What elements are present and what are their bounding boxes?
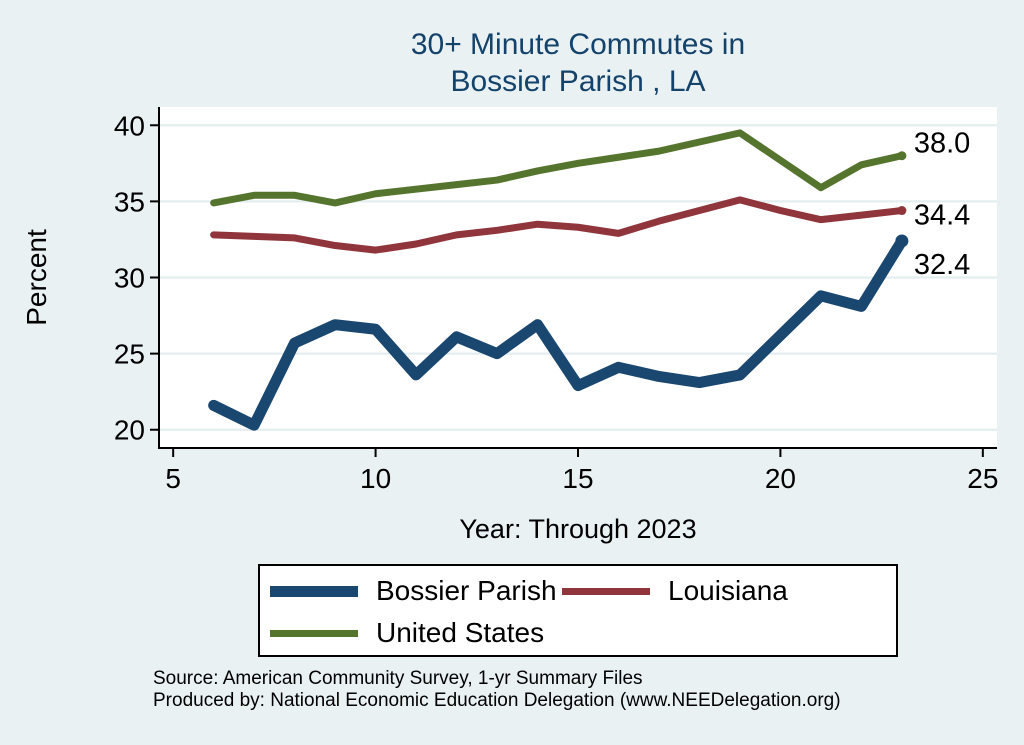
legend-swatch-louisiana: [562, 587, 650, 595]
y-tick-label: 20: [114, 415, 145, 446]
series-end-label-bossier-parish: 32.4: [914, 249, 970, 281]
series-end-label-united-states: 38.0: [914, 128, 970, 160]
legend-item-louisiana: Louisiana: [562, 575, 788, 606]
legend: Bossier Parish Louisiana United States: [258, 564, 898, 657]
legend-label-louisiana: Louisiana: [668, 575, 788, 606]
series-end-marker-bossier-parish: [895, 234, 909, 248]
y-tick-label: 40: [114, 110, 145, 141]
footer-produced-by-line: Produced by: National Economic Education…: [153, 690, 841, 711]
footer: Source: American Community Survey, 1-yr …: [153, 668, 841, 712]
y-tick-label: 25: [114, 339, 145, 370]
x-tick-label: 5: [165, 463, 181, 494]
series-end-marker-louisiana: [897, 206, 907, 216]
x-tick-label: 10: [360, 463, 391, 494]
chart-title-line2: Bossier Parish , LA: [450, 65, 706, 98]
legend-label-bossier-parish: Bossier Parish: [376, 575, 557, 606]
x-tick-label: 20: [765, 463, 796, 494]
x-tick-label: 15: [562, 463, 593, 494]
series-end-marker-united-states: [897, 151, 907, 161]
y-tick-label: 35: [114, 186, 145, 217]
series-line-louisiana: [210, 196, 906, 254]
legend-swatch-bossier-parish: [270, 585, 358, 597]
x-tick-label: 25: [967, 463, 998, 494]
legend-swatch-united-states: [270, 629, 358, 637]
footer-source-line: Source: American Community Survey, 1-yr …: [153, 668, 643, 689]
series-end-label-louisiana: 34.4: [914, 200, 970, 232]
chart-title: 30+ Minute Commutes in Bossier Parish , …: [159, 26, 997, 100]
legend-label-united-states: United States: [376, 617, 545, 648]
chart-title-line1: 30+ Minute Commutes in: [410, 28, 746, 61]
legend-item-united-states: United States: [270, 617, 545, 648]
x-axis-title: Year: Through 2023: [459, 514, 697, 544]
series-line-united-states: [210, 129, 906, 207]
series-line-bossier-parish: [208, 235, 908, 431]
y-tick-label: 30: [114, 263, 145, 294]
legend-item-bossier-parish: Bossier Parish: [270, 575, 557, 606]
y-axis-title: Percent: [21, 229, 52, 326]
